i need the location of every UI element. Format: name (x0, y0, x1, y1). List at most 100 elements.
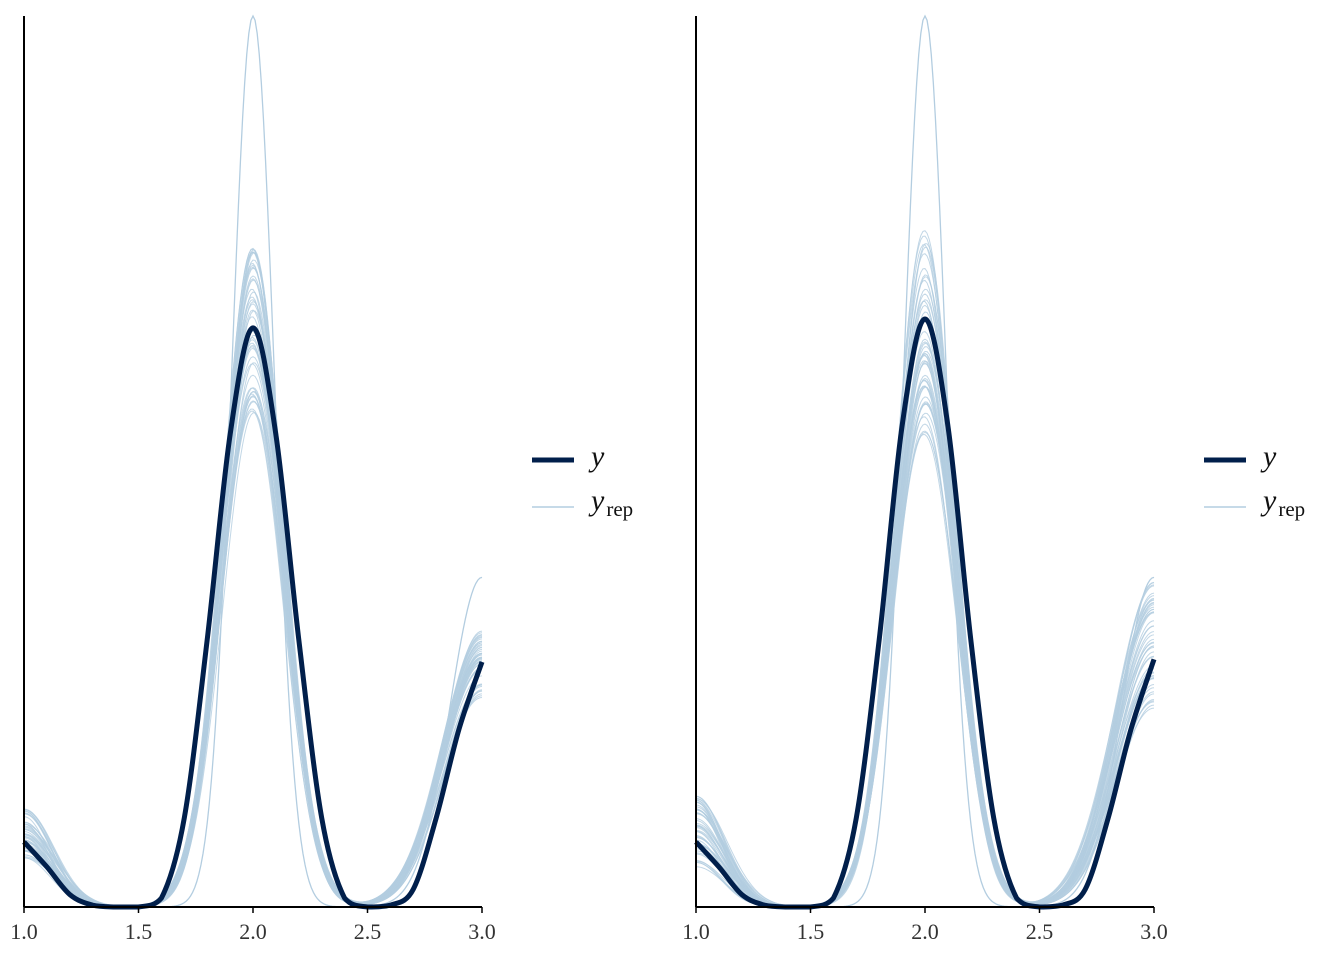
left-yrep-curve (23, 334, 483, 908)
left-legend-y-label: y (588, 440, 605, 473)
left-yrep-curve (23, 395, 483, 907)
right-yrep-curve (695, 386, 1155, 908)
left-yrep-curve (23, 400, 483, 908)
right-yrep-curve (695, 300, 1155, 908)
left-yrep-curve (23, 279, 483, 908)
right-x-tick-label: 1.5 (797, 919, 825, 944)
left-yrep-curve (23, 410, 483, 908)
right-yrep-curve (695, 276, 1155, 908)
right-x-tick-label: 2.5 (1026, 919, 1054, 944)
right-x-tick-label: 3.0 (1140, 919, 1168, 944)
right-yrep-curve (695, 360, 1155, 908)
right-yrep-curve (695, 331, 1155, 907)
left-yrep-curve (23, 356, 483, 908)
right-yrep-curve (695, 374, 1155, 908)
left-yrep-curve (23, 262, 483, 908)
right-yrep-curve (695, 385, 1155, 908)
left-yrep-curve (23, 327, 483, 908)
left-yrep-curve (23, 391, 483, 908)
right-yrep-curves (695, 14, 1155, 908)
left-yrep-curve (23, 310, 483, 908)
right-yrep-curve (695, 354, 1155, 908)
right-yrep-curve (695, 318, 1155, 908)
right-yrep-curve (695, 379, 1155, 908)
right-yrep-curve (695, 268, 1155, 908)
right-legend-yrep-sub: rep (1278, 497, 1305, 521)
left-yrep-curve (23, 251, 483, 908)
left-x-tick-label: 1.0 (10, 919, 38, 944)
left-yrep-curve (23, 337, 483, 908)
left-legend-yrep-base: y (588, 484, 605, 517)
right-yrep-curve (695, 353, 1155, 908)
right-yrep-curve (695, 380, 1155, 908)
left-yrep-curve (23, 251, 483, 908)
left-yrep-curve (23, 330, 483, 908)
left-x-tick-label: 3.0 (468, 919, 496, 944)
left-yrep-curve (23, 252, 483, 908)
left-yrep-outlier-curve (24, 14, 483, 908)
right-yrep-curve (695, 246, 1155, 908)
left-yrep-curve (23, 251, 483, 908)
left-yrep-curve (23, 288, 483, 908)
right-yrep-curve (695, 311, 1155, 908)
left-x-tick-label: 2.0 (239, 919, 267, 944)
right-yrep-curve (695, 274, 1155, 908)
right-yrep-curve (695, 279, 1155, 908)
right-x-tick-label: 1.0 (682, 919, 710, 944)
left-x-ticks: 1.0 1.5 2.0 2.5 3.0 (10, 907, 496, 944)
right-yrep-curve (695, 363, 1155, 908)
left-legend-yrep-label: yrep (588, 484, 633, 521)
left-yrep-curve (23, 363, 483, 908)
right-yrep-curve (695, 244, 1155, 908)
right-density-panel: 1.0 1.5 2.0 2.5 3.0 y yrep (682, 14, 1305, 944)
left-yrep-curve (23, 347, 483, 908)
left-legend: y yrep (532, 440, 633, 521)
left-yrep-curve (23, 374, 483, 908)
left-density-panel: 1.0 1.5 2.0 2.5 3.0 y yrep (10, 14, 633, 944)
left-yrep-curve (23, 390, 483, 907)
left-yrep-curve (23, 344, 483, 908)
right-legend-yrep-base: y (1260, 484, 1277, 517)
left-yrep-curve (23, 342, 483, 908)
right-yrep-curve (695, 235, 1155, 908)
right-yrep-curve (695, 304, 1155, 908)
right-yrep-curve (695, 377, 1155, 908)
right-yrep-outlier-curve (696, 14, 1155, 908)
left-yrep-curve (23, 393, 483, 908)
left-yrep-curve (23, 278, 483, 908)
right-yrep-curve (695, 360, 1155, 908)
left-yrep-curve (23, 362, 483, 908)
left-yrep-curve (23, 299, 483, 908)
right-yrep-curve (695, 362, 1155, 908)
left-yrep-curve (23, 408, 483, 908)
left-yrep-curve (23, 275, 483, 908)
left-yrep-curve (23, 339, 483, 908)
left-yrep-curve (23, 412, 483, 908)
left-x-tick-label: 2.5 (354, 919, 382, 944)
right-yrep-curve (695, 355, 1155, 908)
right-yrep-curve (695, 299, 1155, 908)
left-yrep-curve (23, 396, 483, 908)
left-yrep-curve (23, 291, 483, 908)
right-legend: y yrep (1204, 440, 1305, 521)
left-yrep-curve (23, 387, 483, 907)
right-yrep-curve (695, 385, 1155, 908)
left-yrep-curve (23, 301, 483, 908)
right-yrep-curve (695, 386, 1155, 908)
left-yrep-curve (23, 316, 483, 908)
right-yrep-curve (695, 341, 1155, 908)
right-legend-y-label: y (1260, 440, 1277, 473)
left-yrep-curve (23, 346, 483, 908)
left-yrep-curve (23, 264, 483, 908)
left-legend-yrep-sub: rep (606, 497, 633, 521)
right-yrep-curve (695, 342, 1155, 908)
right-x-ticks: 1.0 1.5 2.0 2.5 3.0 (682, 907, 1168, 944)
right-yrep-curve (695, 352, 1155, 908)
left-yrep-curve (23, 387, 483, 907)
left-y-curve (22, 325, 485, 910)
left-x-tick-label: 1.5 (125, 919, 153, 944)
right-legend-yrep-label: yrep (1260, 484, 1305, 521)
right-y-curve (694, 316, 1157, 910)
left-yrep-curve (23, 309, 483, 908)
